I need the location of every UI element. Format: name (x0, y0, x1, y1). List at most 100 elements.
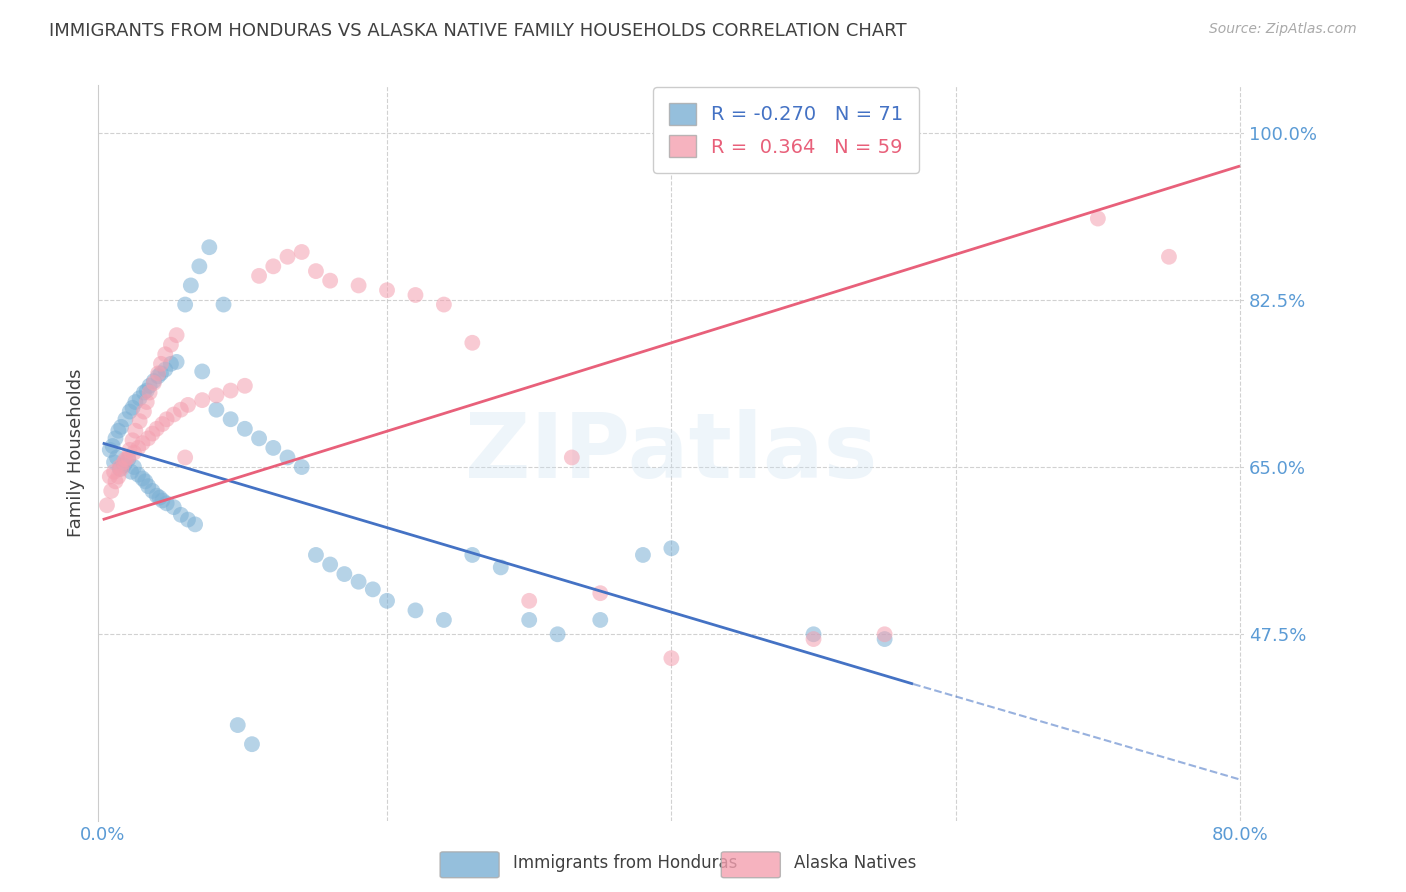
Point (180, 278, 202, 293)
Point (100, 483, 122, 498)
Point (319, 274, 342, 288)
Point (347, 278, 370, 293)
Point (152, 493, 174, 508)
Point (661, 541, 683, 556)
Point (152, 417, 174, 431)
Point (489, 560, 512, 574)
Point (433, 297, 456, 311)
Point (104, 431, 127, 445)
Point (262, 441, 284, 455)
Point (145, 422, 167, 436)
Point (163, 500, 186, 515)
Point (110, 420, 132, 434)
Point (1087, 211, 1109, 226)
Point (404, 603, 426, 617)
Point (112, 458, 135, 472)
Point (127, 467, 149, 482)
Point (433, 613, 456, 627)
Text: IMMIGRANTS FROM HONDURAS VS ALASKA NATIVE FAMILY HOUSEHOLDS CORRELATION CHART: IMMIGRANTS FROM HONDURAS VS ALASKA NATIV… (49, 22, 907, 40)
Point (547, 627, 569, 641)
Point (803, 627, 825, 641)
Point (101, 439, 124, 453)
Point (517, 594, 540, 608)
Point (333, 567, 356, 582)
Point (240, 737, 263, 751)
Point (108, 460, 131, 475)
Point (233, 422, 256, 436)
Point (631, 548, 654, 562)
Point (561, 450, 583, 465)
Point (361, 582, 384, 597)
Point (124, 424, 146, 438)
Point (142, 374, 165, 388)
Point (156, 412, 179, 426)
Point (135, 384, 157, 398)
Point (155, 362, 177, 376)
Point (118, 404, 141, 418)
Point (103, 455, 125, 469)
Point (136, 479, 159, 493)
Point (108, 462, 131, 476)
Point (104, 475, 127, 489)
Point (276, 450, 298, 465)
Point (461, 548, 484, 562)
Point (163, 408, 186, 422)
Point (156, 496, 179, 510)
Point (226, 718, 249, 732)
Point (276, 250, 298, 264)
Point (145, 489, 167, 503)
Point (131, 436, 153, 450)
Point (319, 558, 342, 572)
Point (138, 379, 160, 393)
Legend: R = -0.270   N = 71, R =  0.364   N = 59: R = -0.270 N = 71, R = 0.364 N = 59 (652, 87, 920, 173)
Point (347, 574, 370, 589)
Point (146, 369, 169, 384)
Point (141, 483, 163, 498)
Point (128, 391, 150, 405)
Point (219, 412, 242, 426)
Point (132, 385, 155, 400)
Point (219, 384, 242, 398)
Point (212, 297, 235, 311)
Point (138, 385, 160, 400)
Point (114, 452, 136, 467)
Point (121, 434, 143, 448)
Point (205, 388, 228, 402)
Point (589, 586, 612, 600)
Point (112, 455, 135, 469)
Point (118, 442, 141, 457)
Point (191, 393, 214, 408)
Text: Alaska Natives: Alaska Natives (794, 855, 917, 872)
Point (117, 450, 139, 465)
Point (98, 469, 121, 483)
Point (177, 398, 200, 412)
Point (120, 465, 142, 479)
Point (142, 376, 165, 390)
Point (149, 367, 172, 381)
Point (131, 471, 153, 485)
Point (305, 264, 328, 278)
Point (105, 450, 128, 465)
Point (96, 498, 118, 512)
Point (107, 469, 129, 483)
Point (121, 401, 143, 415)
Point (136, 431, 159, 445)
Point (873, 632, 896, 646)
Point (461, 335, 484, 350)
Point (184, 517, 207, 532)
Point (661, 651, 683, 665)
Point (177, 513, 200, 527)
Text: ZIPatlas: ZIPatlas (465, 409, 877, 497)
Point (107, 424, 129, 438)
Point (134, 475, 156, 489)
Point (117, 452, 139, 467)
Text: Source: ZipAtlas.com: Source: ZipAtlas.com (1209, 22, 1357, 37)
Point (160, 357, 183, 371)
Point (114, 412, 136, 426)
Point (375, 594, 398, 608)
Point (205, 402, 228, 417)
Point (589, 613, 612, 627)
Point (873, 627, 896, 641)
Point (233, 379, 256, 393)
Point (247, 431, 270, 445)
